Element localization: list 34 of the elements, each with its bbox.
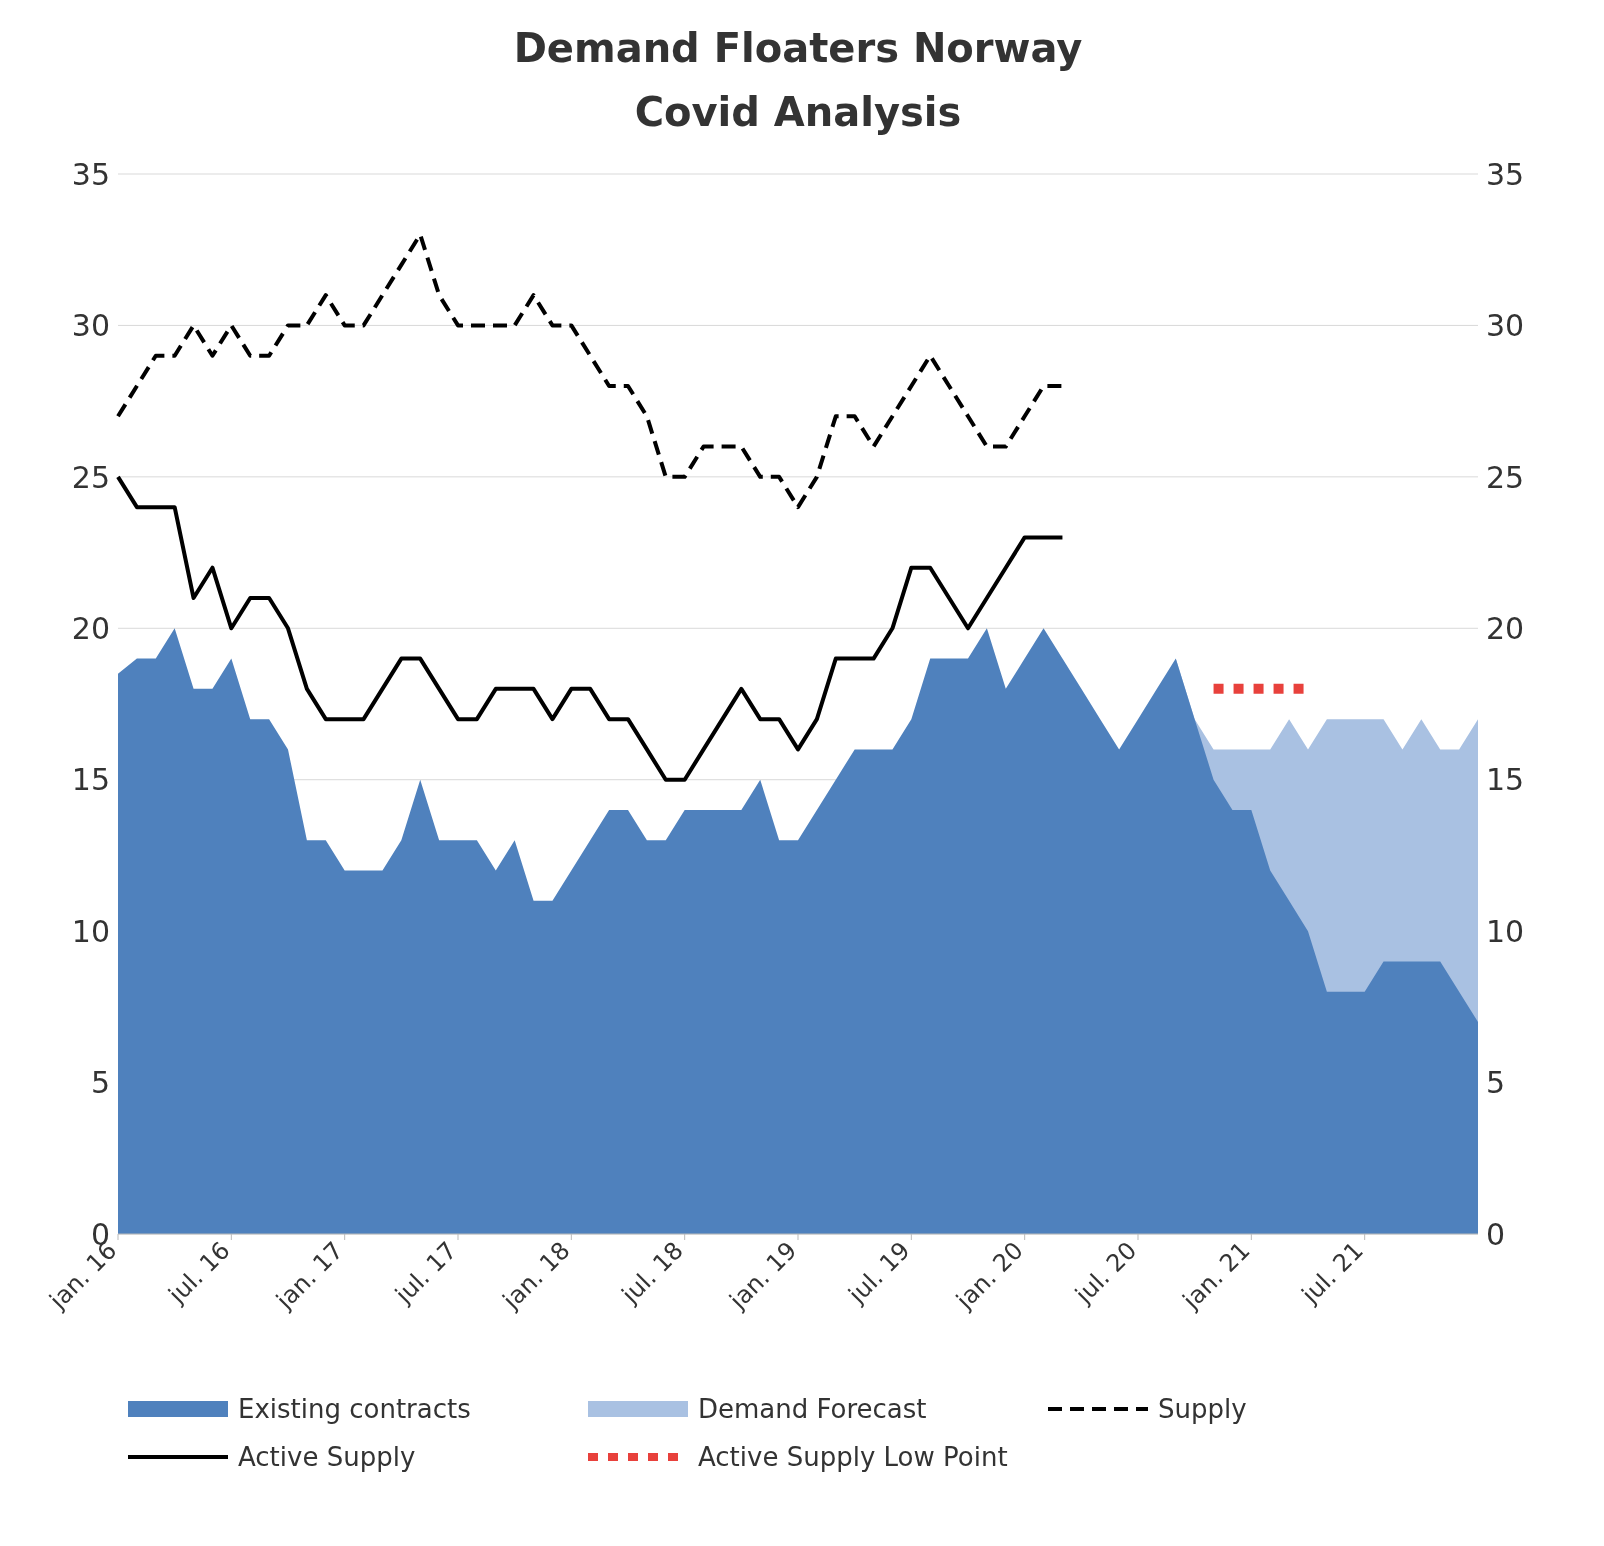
x-tick-label: jul. 16	[162, 1236, 236, 1310]
line-series	[116, 474, 1065, 782]
y-tick-label: 30	[71, 308, 110, 344]
x-tick-label: jan. 17	[270, 1236, 349, 1316]
legend-label: Existing contracts	[238, 1394, 471, 1424]
y2-tick-label: 0	[1486, 1216, 1506, 1252]
y2-tick-label: 5	[1486, 1065, 1506, 1101]
y-tick-label: 10	[71, 913, 110, 949]
legend-label: Supply	[1158, 1394, 1247, 1424]
y-tick-label: 5	[90, 1065, 110, 1101]
y2-tick-label: 15	[1486, 762, 1525, 798]
x-tick-label: jul. 18	[615, 1236, 689, 1310]
y2-tick-label: 20	[1486, 610, 1525, 646]
x-tick-label: jul. 19	[842, 1236, 916, 1310]
y2-tick-label: 10	[1486, 913, 1525, 949]
x-tick-label: jan. 19	[723, 1236, 803, 1316]
x-tick-label: jan. 18	[496, 1236, 576, 1316]
legend-label: Active Supply Low Point	[698, 1442, 1008, 1472]
y2-tick-label: 30	[1486, 308, 1525, 344]
y-tick-label: 20	[71, 610, 110, 646]
x-tick-label: jul. 17	[389, 1236, 463, 1310]
y2-tick-label: 35	[1486, 156, 1525, 192]
x-tick-label: jul. 21	[1295, 1236, 1369, 1310]
y-tick-label: 15	[71, 762, 110, 798]
x-tick-label: jan. 21	[1176, 1236, 1256, 1316]
y-tick-label: 35	[71, 156, 110, 192]
legend-label: Active Supply	[238, 1442, 416, 1472]
chart-title: Demand Floaters Norway	[512, 24, 1084, 73]
chart-subtitle: Covid Analysis	[633, 88, 963, 137]
y-tick-label: 25	[71, 459, 110, 495]
x-tick-label: jul. 20	[1069, 1236, 1143, 1310]
y2-tick-label: 25	[1486, 459, 1525, 495]
legend-label: Demand Forecast	[698, 1394, 927, 1424]
x-tick-label: jan. 20	[950, 1236, 1029, 1316]
